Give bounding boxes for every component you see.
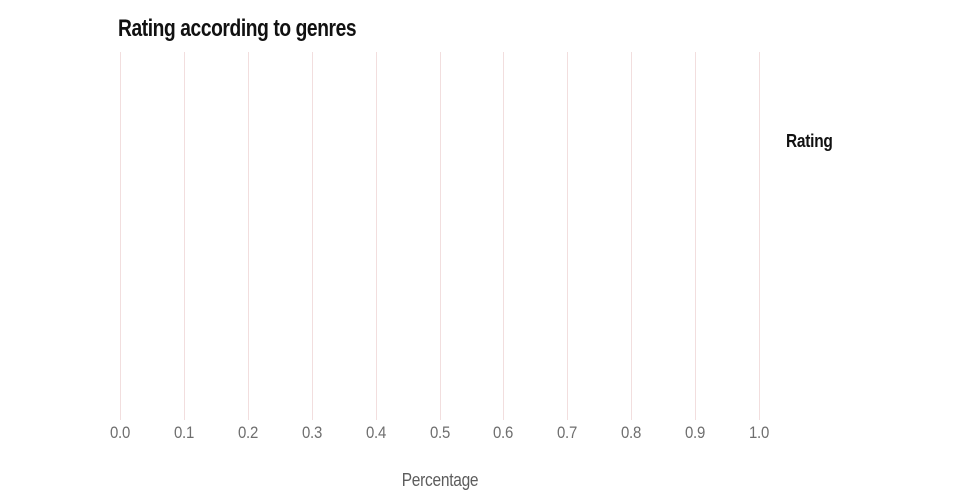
gridline <box>695 52 697 420</box>
gridline <box>247 52 249 420</box>
gridline <box>503 52 505 420</box>
x-tick-label: 0.3 <box>301 423 322 442</box>
x-tick-label: 0.6 <box>493 423 514 442</box>
x-tick-label: 0.4 <box>365 423 386 442</box>
x-axis-label: Percentage <box>401 470 479 490</box>
gridline <box>567 52 569 420</box>
x-tick-label: 0.8 <box>621 423 642 442</box>
gridline <box>183 52 185 420</box>
gridline <box>439 52 441 420</box>
chart-title: Rating according to genres <box>118 15 357 42</box>
legend-title: Rating <box>786 131 833 151</box>
gridline <box>631 52 633 420</box>
gridline <box>375 52 377 420</box>
x-tick-label: 0.7 <box>557 423 578 442</box>
gridline <box>311 52 313 420</box>
x-tick-label: 0.1 <box>173 423 194 442</box>
x-tick-label: 0.2 <box>237 423 258 442</box>
gridline <box>759 52 760 420</box>
gridline <box>120 52 121 420</box>
x-tick-label: 1.0 <box>748 423 769 442</box>
x-tick-label: 0.0 <box>109 423 130 442</box>
x-tick-label: 0.9 <box>685 423 706 442</box>
x-tick-label: 0.5 <box>429 423 450 442</box>
